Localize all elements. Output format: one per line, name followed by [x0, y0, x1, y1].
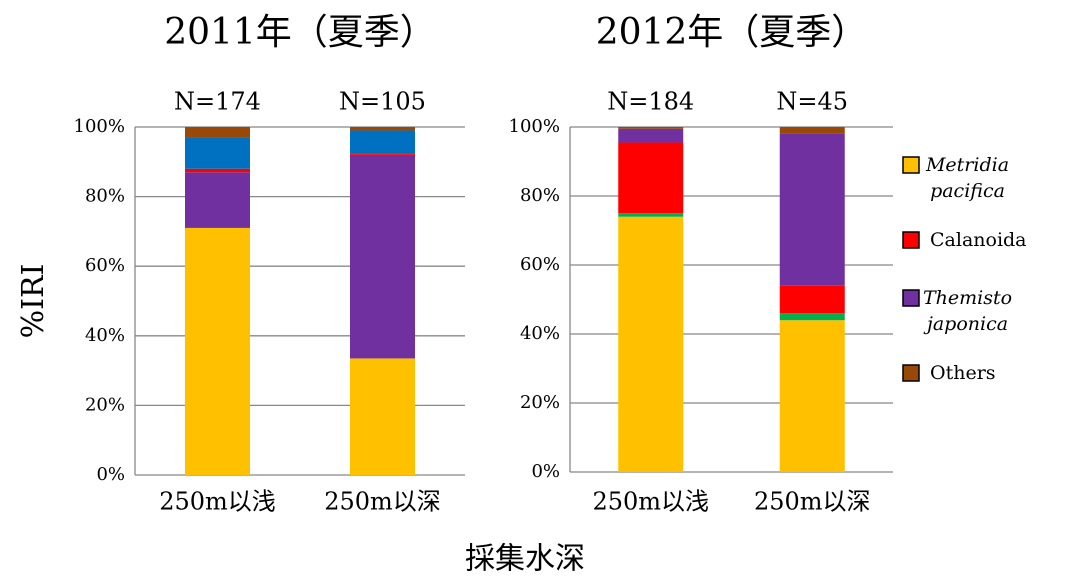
- bar-label: N=45: [776, 88, 848, 116]
- bar-segment: [618, 128, 684, 143]
- y-tick-label: 20%: [520, 392, 560, 413]
- x-tick-label: 250m以浅: [159, 488, 276, 516]
- legend-swatch: [902, 289, 920, 307]
- bar-segment: [350, 153, 415, 155]
- bar-segment: [185, 127, 250, 138]
- legend-label: Metridia pacifica: [925, 154, 1010, 202]
- chart-title: 2011年（夏季）: [164, 12, 436, 53]
- bar-segment: [185, 168, 250, 173]
- y-tick-label: 0%: [96, 464, 125, 485]
- y-tick-label: 80%: [520, 185, 560, 206]
- x-tick-label: 250m以深: [754, 488, 871, 516]
- y-tick-label: 60%: [520, 254, 560, 275]
- y-tick-label: 40%: [520, 323, 560, 344]
- legend-item: Themisto japonica: [922, 287, 1013, 335]
- bar-label: N=105: [339, 88, 426, 116]
- bar-segment: [350, 154, 415, 359]
- bar-segment: [779, 285, 845, 314]
- legend-item: Metridia pacifica: [925, 154, 1010, 202]
- legend-label: Others: [930, 362, 996, 384]
- bar-segment: [618, 213, 684, 217]
- bar-segment: [618, 127, 684, 129]
- x-tick-label: 250m以浅: [592, 488, 709, 516]
- bar-label: N=184: [607, 88, 694, 116]
- bar-segment: [779, 133, 845, 286]
- bar-segment: [185, 227, 250, 475]
- y-tick-label: 80%: [85, 186, 125, 207]
- bar-segment: [185, 172, 250, 228]
- bar-segment: [779, 320, 845, 472]
- chart-title: 2012年（夏季）: [596, 12, 868, 53]
- x-axis-label: 採集水深: [465, 542, 585, 577]
- bar-segment: [350, 358, 415, 475]
- bar-segment: [185, 137, 250, 169]
- bar-segment: [618, 216, 684, 472]
- y-tick-label: 60%: [85, 255, 125, 276]
- y-tick-label: 100%: [74, 116, 125, 137]
- legend-item: Calanoida: [930, 229, 1027, 251]
- legend-item: Others: [930, 362, 996, 384]
- bar-segment: [350, 130, 415, 154]
- legend-swatch: [902, 156, 920, 174]
- y-tick-label: 0%: [531, 461, 560, 482]
- bar-segment: [618, 142, 684, 214]
- y-tick-label: 20%: [85, 394, 125, 415]
- bar-segment: [779, 313, 845, 321]
- bar-segment: [779, 127, 845, 134]
- bar-label: N=174: [174, 88, 261, 116]
- bar-segment: [350, 127, 415, 131]
- y-tick-label: 40%: [85, 325, 125, 346]
- legend-swatch: [902, 364, 920, 382]
- x-tick-label: 250m以深: [324, 488, 441, 516]
- y-axis-label: %IRI: [16, 264, 51, 339]
- legend-label: Calanoida: [930, 229, 1027, 251]
- legend-swatch: [902, 231, 920, 249]
- legend-label: Themisto japonica: [922, 287, 1013, 335]
- y-tick-label: 100%: [509, 116, 560, 137]
